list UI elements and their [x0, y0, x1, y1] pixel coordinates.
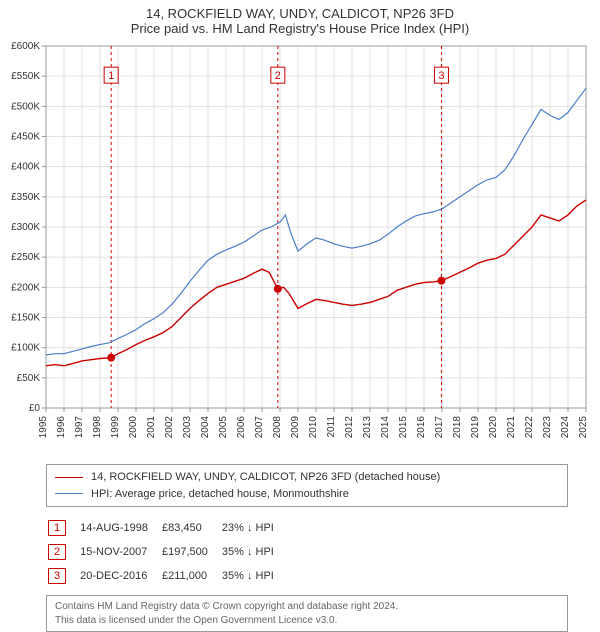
svg-text:2012: 2012: [344, 416, 355, 439]
svg-text:2003: 2003: [182, 416, 193, 439]
svg-text:£50K: £50K: [17, 373, 41, 384]
legend-label: 14, ROCKFIELD WAY, UNDY, CALDICOT, NP26 …: [91, 469, 440, 486]
svg-text:1998: 1998: [92, 416, 103, 439]
svg-text:2005: 2005: [218, 416, 229, 439]
marker-delta: 35% ↓ HPI: [222, 541, 286, 563]
svg-text:2006: 2006: [236, 416, 247, 439]
svg-text:2019: 2019: [470, 416, 481, 439]
svg-text:1997: 1997: [74, 416, 85, 439]
svg-text:2021: 2021: [506, 416, 517, 439]
svg-text:2007: 2007: [254, 416, 265, 439]
svg-text:2009: 2009: [290, 416, 301, 439]
title-main: 14, ROCKFIELD WAY, UNDY, CALDICOT, NP26 …: [0, 6, 600, 21]
svg-text:2015: 2015: [398, 416, 409, 439]
svg-text:£450K: £450K: [11, 132, 40, 143]
svg-text:2011: 2011: [326, 416, 337, 438]
svg-text:£200K: £200K: [11, 282, 40, 293]
svg-text:£300K: £300K: [11, 222, 40, 233]
svg-text:1999: 1999: [110, 416, 121, 439]
legend-item: 14, ROCKFIELD WAY, UNDY, CALDICOT, NP26 …: [55, 469, 559, 486]
svg-text:3: 3: [438, 70, 444, 82]
svg-text:1996: 1996: [56, 416, 67, 439]
marker-price: £83,450: [162, 517, 220, 539]
marker-date: 15-NOV-2007: [80, 541, 160, 563]
legend-item: HPI: Average price, detached house, Monm…: [55, 486, 559, 503]
svg-text:2024: 2024: [560, 416, 571, 439]
sale-markers-table: 1 14-AUG-1998£83,45023% ↓ HPI 2 15-NOV-2007…: [46, 515, 288, 589]
marker-date: 14-AUG-1998: [80, 517, 160, 539]
footer-note: Contains HM Land Registry data © Crown c…: [46, 595, 568, 632]
svg-text:£350K: £350K: [11, 192, 40, 203]
svg-text:£550K: £550K: [11, 71, 40, 82]
legend-box: 14, ROCKFIELD WAY, UNDY, CALDICOT, NP26 …: [46, 464, 568, 507]
svg-text:2000: 2000: [128, 416, 139, 439]
svg-text:2017: 2017: [434, 416, 445, 439]
footer-line2: This data is licensed under the Open Gov…: [55, 614, 559, 628]
marker-price: £197,500: [162, 541, 220, 563]
svg-text:£150K: £150K: [11, 313, 40, 324]
svg-text:1995: 1995: [38, 416, 49, 439]
title-sub: Price paid vs. HM Land Registry's House …: [0, 21, 600, 36]
marker-delta: 35% ↓ HPI: [222, 565, 286, 587]
price-chart: £0 £50K £100K £150K £200K £250K £300K £350K £400…: [0, 38, 600, 458]
title-block: 14, ROCKFIELD WAY, UNDY, CALDICOT, NP26 …: [0, 0, 600, 38]
marker-date: 20-DEC-2016: [80, 565, 160, 587]
svg-text:£500K: £500K: [11, 101, 40, 112]
svg-text:£0: £0: [29, 403, 41, 414]
marker-badge: 1: [48, 520, 66, 536]
svg-text:2014: 2014: [380, 416, 391, 439]
sale-marker-row: 2 15-NOV-2007£197,50035% ↓ HPI: [48, 541, 286, 563]
marker-price: £211,000: [162, 565, 220, 587]
svg-text:2023: 2023: [542, 416, 553, 439]
marker-delta: 23% ↓ HPI: [222, 517, 286, 539]
svg-text:2010: 2010: [308, 416, 319, 439]
legend-swatch: [55, 477, 83, 478]
svg-text:2016: 2016: [416, 416, 427, 439]
chart-container: £0 £50K £100K £150K £200K £250K £300K £350K £400…: [0, 38, 600, 458]
svg-text:£100K: £100K: [11, 343, 40, 354]
svg-text:2025: 2025: [578, 416, 589, 439]
sale-marker-row: 1 14-AUG-1998£83,45023% ↓ HPI: [48, 517, 286, 539]
svg-text:2002: 2002: [164, 416, 175, 439]
svg-text:2004: 2004: [200, 416, 211, 439]
legend-swatch: [55, 493, 83, 494]
sale-marker-row: 3 20-DEC-2016£211,00035% ↓ HPI: [48, 565, 286, 587]
svg-text:2008: 2008: [272, 416, 283, 439]
svg-text:2022: 2022: [524, 416, 535, 439]
svg-text:1: 1: [108, 70, 114, 82]
legend-label: HPI: Average price, detached house, Monm…: [91, 486, 349, 503]
marker-badge: 2: [48, 544, 66, 560]
svg-text:£600K: £600K: [11, 41, 40, 52]
marker-badge: 3: [48, 568, 66, 584]
svg-text:2020: 2020: [488, 416, 499, 439]
svg-text:£400K: £400K: [11, 162, 40, 173]
footer-line1: Contains HM Land Registry data © Crown c…: [55, 600, 559, 614]
svg-text:2: 2: [275, 70, 281, 82]
svg-text:£250K: £250K: [11, 252, 40, 263]
svg-text:2018: 2018: [452, 416, 463, 439]
svg-text:2001: 2001: [146, 416, 157, 439]
svg-text:2013: 2013: [362, 416, 373, 439]
